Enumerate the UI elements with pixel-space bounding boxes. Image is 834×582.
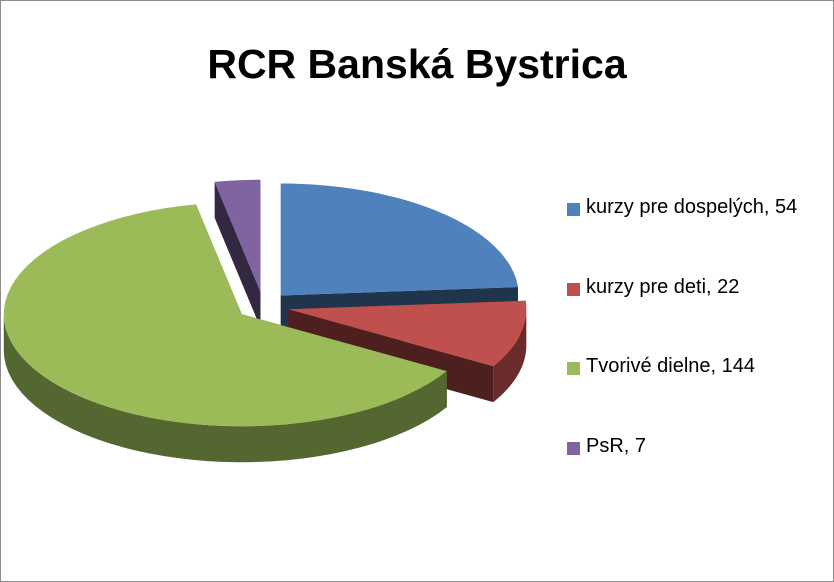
legend-label: Tvorivé dielne, 144 (586, 355, 755, 377)
legend-entry: PsR, 7 (567, 435, 827, 461)
pie-slice (214, 179, 261, 292)
legend-label: PsR, 7 (586, 435, 647, 457)
legend-label: kurzy pre deti, 22 (586, 276, 740, 298)
legend-entry: kurzy pre deti, 22 (567, 276, 827, 302)
pie-slice (288, 300, 527, 367)
legend-swatch (567, 283, 580, 296)
pie-slice (3, 204, 447, 427)
legend-swatch (567, 203, 580, 216)
legend-swatch (567, 362, 580, 375)
slice-side (3, 314, 447, 463)
legend-swatch (567, 442, 580, 455)
legend-entry: kurzy pre dospelých, 54 (567, 196, 827, 222)
slice-side (493, 309, 527, 403)
legend-label: kurzy pre dospelých, 54 (586, 196, 798, 218)
pie-slice (280, 183, 518, 296)
slice-edge (214, 181, 261, 328)
chart-title: RCR Banská Bystrica (207, 41, 627, 87)
legend-entry: Tvorivé dielne, 144 (567, 355, 827, 381)
